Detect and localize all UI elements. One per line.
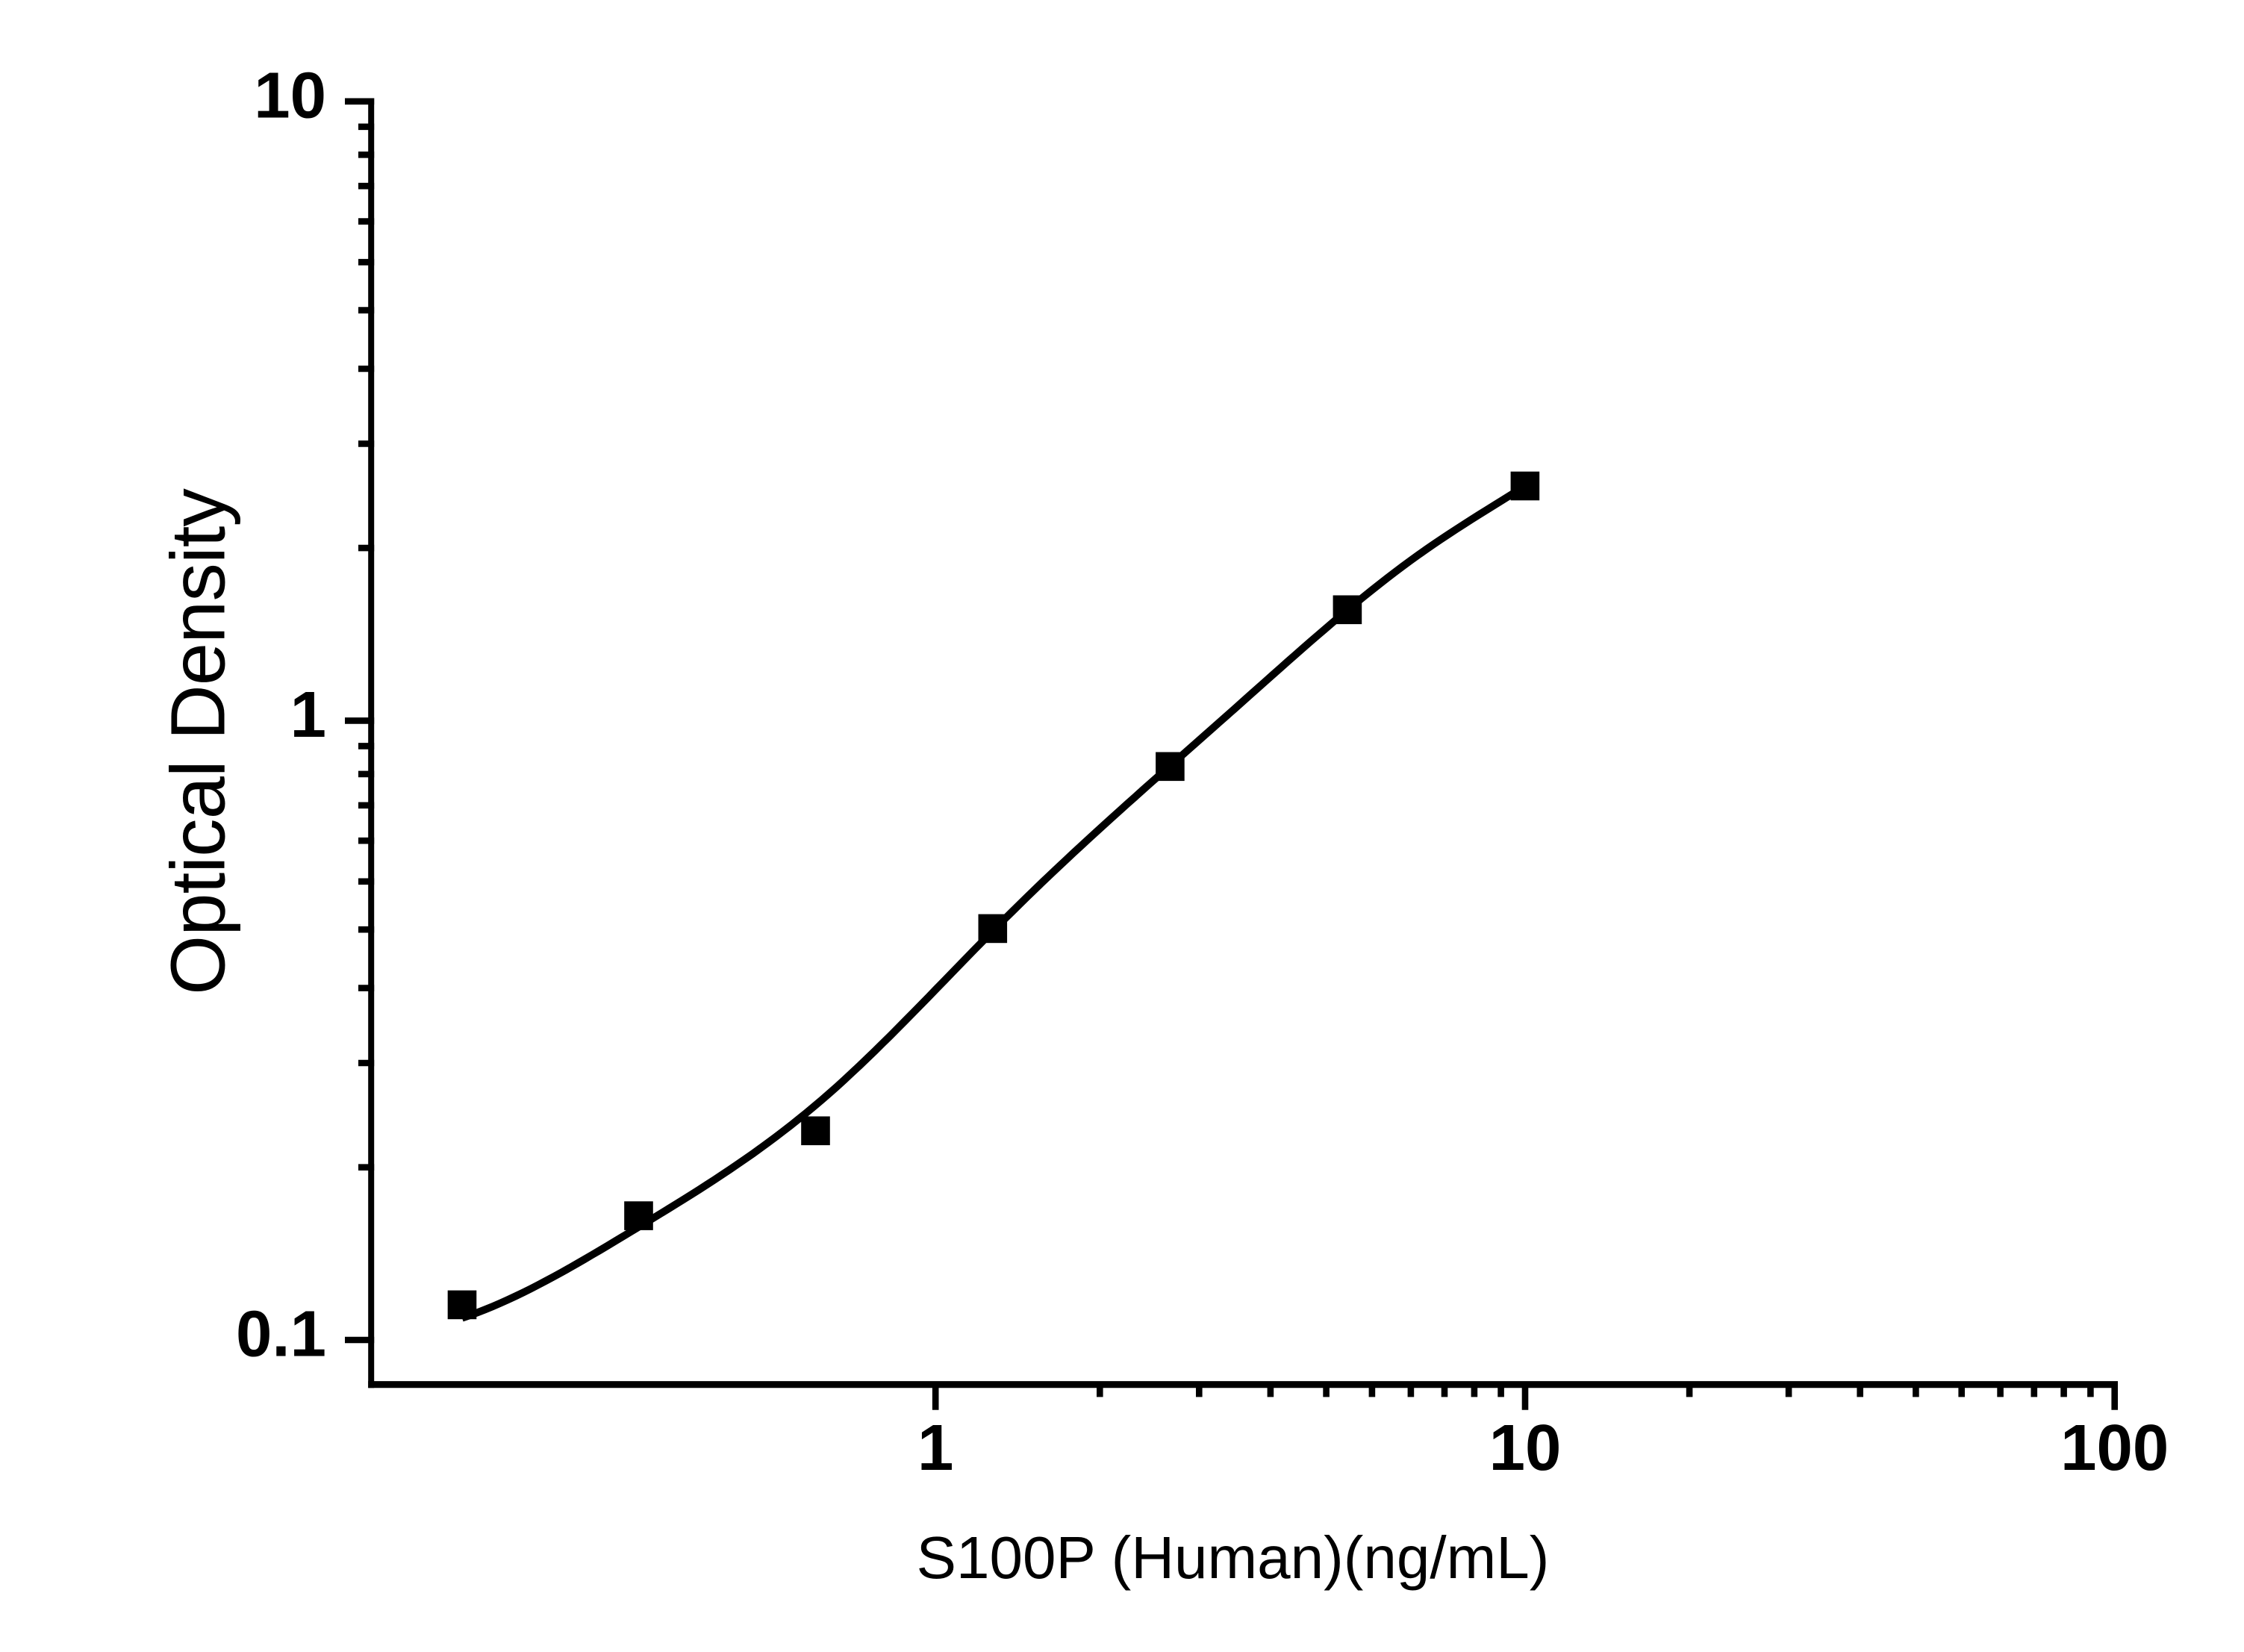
svg-text:0.1: 0.1 bbox=[236, 1298, 326, 1371]
svg-text:Optical Density: Optical Density bbox=[155, 488, 241, 995]
svg-text:10: 10 bbox=[1489, 1412, 1562, 1484]
svg-text:S100P (Human)(ng/mL): S100P (Human)(ng/mL) bbox=[917, 1524, 1550, 1591]
svg-text:1: 1 bbox=[290, 679, 326, 751]
svg-text:100: 100 bbox=[2060, 1412, 2169, 1484]
svg-text:10: 10 bbox=[254, 60, 326, 132]
svg-text:1: 1 bbox=[917, 1412, 953, 1484]
